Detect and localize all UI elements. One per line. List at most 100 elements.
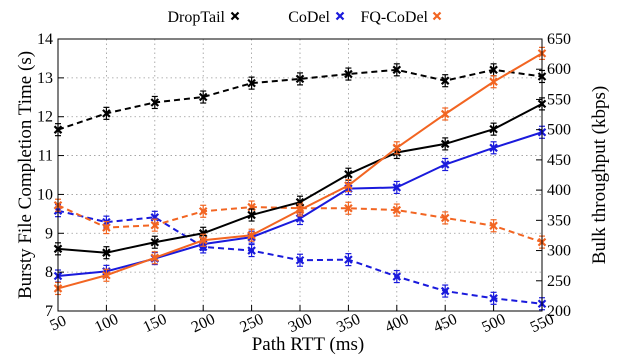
y2-tick-label: 550 (547, 91, 571, 108)
fq-codel-completion-time-point (150, 253, 160, 263)
x-axis-title: Path RTT (ms) (252, 334, 365, 355)
y-tick-label: 11 (38, 148, 53, 165)
codel-completion-time-point (392, 183, 402, 192)
marker-stroke (150, 253, 160, 263)
marker-stroke (440, 139, 450, 149)
droptail-completion-time-point (150, 237, 160, 247)
marker-stroke (335, 11, 345, 21)
legend-label-codel: CoDel (288, 9, 330, 26)
marker-stroke (392, 65, 402, 75)
x-tick-label: 300 (286, 311, 315, 337)
y2-tick-label: 500 (547, 122, 571, 139)
y-tick-label: 7 (45, 303, 53, 320)
fq-codel-throughput-point (392, 205, 402, 215)
codel-throughput-point (489, 294, 498, 303)
fq-codel-completion-time-point (344, 181, 353, 190)
marker-stroke (392, 183, 402, 192)
x-tick-label: 400 (383, 311, 412, 337)
y2-tick-label: 600 (547, 61, 571, 78)
marker-stroke (295, 74, 305, 84)
marker-stroke (247, 246, 256, 255)
droptail-throughput-line (57, 68, 543, 131)
x-tick-label: 500 (479, 311, 508, 337)
droptail-throughput-point (440, 76, 450, 85)
legend-label-fq-codel: FQ-CoDel (360, 9, 428, 26)
fq-codel-throughput-point (440, 213, 450, 223)
marker-stroke (247, 210, 256, 220)
marker-stroke (230, 11, 240, 21)
y2-tick-label: 200 (547, 303, 571, 320)
codel-throughput-point (247, 246, 256, 255)
y2-axis-title: Bulk throughput (kbps) (589, 86, 610, 264)
fq-codel-completion-time-point (489, 77, 498, 87)
x-tick-label: 150 (141, 311, 170, 337)
marker-stroke (150, 237, 160, 247)
droptail-throughput-point (198, 92, 208, 102)
marker-stroke (489, 294, 498, 303)
fq-codel-completion-time-point (392, 143, 402, 153)
codel-throughput-point (392, 272, 402, 281)
marker-stroke (102, 223, 111, 232)
marker-stroke (344, 69, 353, 79)
droptail-throughput-point (392, 65, 402, 75)
legend-marker-fq-codel (432, 11, 442, 21)
y2-tick-label: 350 (547, 212, 571, 229)
y2-tick-label: 400 (547, 182, 571, 199)
y2-tick-label: 300 (547, 243, 571, 260)
marker-stroke (198, 236, 208, 245)
fq-codel-throughput-point (102, 223, 111, 232)
y-tick-label: 8 (45, 264, 53, 281)
x-tick-label: 350 (334, 311, 363, 337)
marker-stroke (489, 65, 498, 75)
legend: DropTail CoDel FQ-CoDel (167, 9, 442, 26)
droptail-completion-time-point (247, 210, 256, 220)
marker-stroke (247, 230, 256, 240)
marker-stroke (440, 160, 450, 169)
y-tick-label: 10 (37, 186, 53, 203)
fq-codel-completion-time-point (295, 205, 305, 215)
marker-stroke (440, 286, 450, 296)
x-tick-label: 50 (47, 312, 69, 334)
codel-completion-time-point (440, 160, 450, 169)
marker-stroke (440, 109, 450, 119)
y-tick-label: 13 (37, 70, 53, 87)
marker-stroke (392, 205, 402, 215)
marker-stroke (247, 78, 256, 88)
marker-stroke (489, 77, 498, 87)
marker-stroke (150, 98, 160, 107)
marker-stroke (102, 270, 111, 280)
marker-stroke (489, 124, 498, 134)
legend-label-droptail: DropTail (167, 9, 225, 26)
marker-stroke (489, 221, 498, 231)
droptail-completion-time-point (198, 229, 208, 238)
x-tick-label: 250 (237, 311, 266, 337)
marker-stroke (344, 181, 353, 190)
marker-stroke (392, 272, 402, 281)
marker-stroke (198, 229, 208, 238)
marker-stroke (392, 143, 402, 153)
x-tick-label: 450 (431, 311, 460, 337)
y-tick-label: 12 (37, 109, 53, 126)
fq-codel-throughput-line (57, 204, 543, 244)
fq-codel-throughput-point (489, 221, 498, 231)
y-tick-label: 9 (45, 225, 53, 242)
left-y-axis: 7 8 9 10 11 12 13 14 (37, 31, 64, 320)
marker-stroke (295, 205, 305, 215)
x-tick-label: 200 (189, 311, 218, 337)
marker-stroke (102, 109, 111, 118)
droptail-throughput-point (102, 109, 111, 118)
right-y-axis: 200 250 300 350 400 450 500 550 600 650 (536, 31, 571, 320)
legend-marker-droptail (230, 11, 240, 21)
marker-stroke (489, 143, 498, 153)
fq-codel-throughput-point (344, 203, 353, 213)
droptail-completion-time-point (489, 124, 498, 134)
droptail-completion-time-line (57, 103, 543, 254)
marker-stroke (198, 92, 208, 102)
droptail-completion-time-point (102, 248, 111, 257)
fq-codel-throughput-point (150, 220, 160, 230)
marker-stroke (440, 213, 450, 223)
marker-stroke (102, 248, 111, 257)
fq-codel-throughput-point (198, 206, 208, 216)
marker-stroke (295, 255, 305, 265)
codel-throughput-point (344, 255, 353, 264)
